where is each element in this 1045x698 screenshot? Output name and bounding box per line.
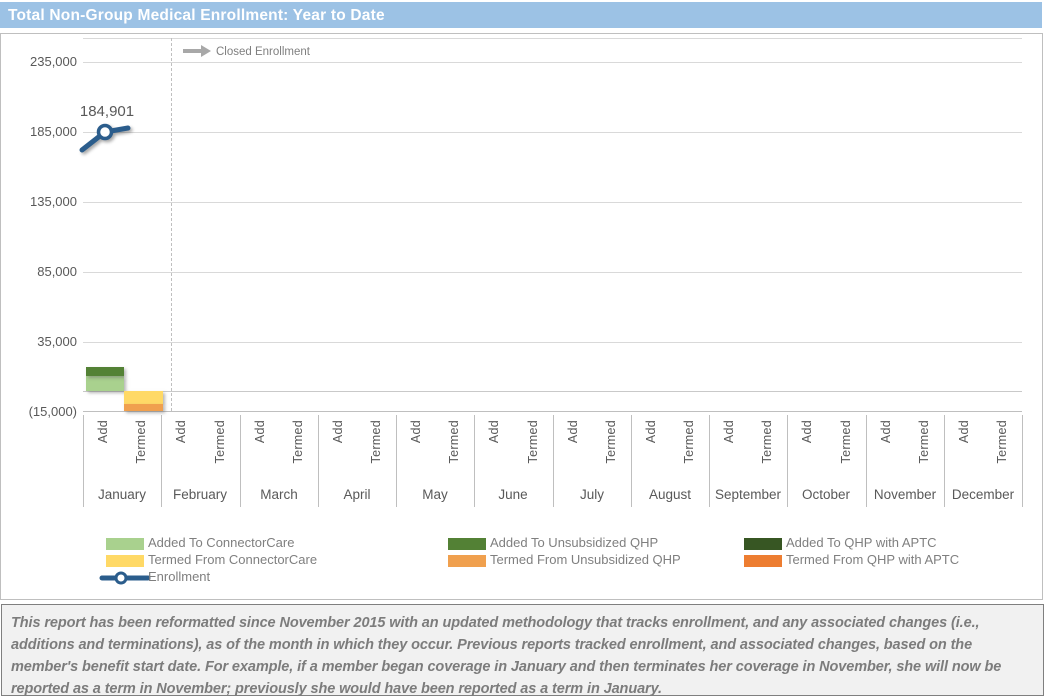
month-separator	[396, 415, 397, 507]
y-axis-tick-label: 85,000	[37, 264, 77, 279]
x-axis-sub-label-add: Add	[253, 420, 267, 444]
closed-enrollment-annotation: Closed Enrollment	[216, 46, 310, 58]
x-axis-sub-label-termed: Termed	[291, 420, 305, 464]
enrollment-line	[79, 123, 131, 153]
x-axis-month-label: October	[801, 487, 851, 502]
month-separator	[709, 415, 710, 507]
y-axis-tick-label: (15,000)	[28, 404, 77, 419]
gridline	[83, 132, 1022, 133]
x-axis-month-label: August	[648, 487, 692, 502]
enrollment-marker	[96, 123, 114, 141]
x-axis-sub-label-add: Add	[487, 420, 501, 444]
x-axis-sub-label-add: Add	[566, 420, 580, 444]
x-axis-sub-label-termed: Termed	[447, 420, 461, 464]
chart-panel	[0, 33, 1043, 600]
gridline	[83, 272, 1022, 273]
x-axis-month-label: May	[422, 487, 448, 502]
x-axis-month-label: December	[951, 487, 1015, 502]
month-separator	[318, 415, 319, 507]
x-axis-sub-label-add: Add	[722, 420, 736, 444]
month-separator	[83, 415, 84, 507]
chart-title-bar: Total Non-Group Medical Enrollment: Year…	[0, 2, 1042, 28]
month-separator	[240, 415, 241, 507]
x-axis-sub-label-add: Add	[957, 420, 971, 444]
x-axis-sub-label-termed: Termed	[917, 420, 931, 464]
x-axis-sub-label-termed: Termed	[604, 420, 618, 464]
month-separator	[1022, 415, 1023, 507]
x-axis-sub-label-add: Add	[800, 420, 814, 444]
month-separator	[631, 415, 632, 507]
bar-segment-add	[86, 366, 124, 377]
y-axis-tick-label: 35,000	[37, 334, 77, 349]
x-axis-month-label: July	[579, 487, 604, 502]
x-axis-sub-label-termed: Termed	[760, 420, 774, 464]
x-axis-sub-label-termed: Termed	[995, 420, 1009, 464]
x-axis-sub-label-add: Add	[96, 420, 110, 444]
plot-top-border	[83, 38, 1022, 39]
x-axis-sub-label-termed: Termed	[213, 420, 227, 464]
x-axis-sub-label-termed: Termed	[369, 420, 383, 464]
chart-title: Total Non-Group Medical Enrollment: Year…	[8, 7, 385, 24]
x-axis-sub-label-add: Add	[331, 420, 345, 444]
month-separator	[553, 415, 554, 507]
x-axis-sub-label-termed: Termed	[134, 420, 148, 464]
y-axis-tick-label: 235,000	[30, 54, 77, 69]
x-axis-month-label: September	[714, 487, 782, 502]
y-axis-tick-label: 135,000	[30, 194, 77, 209]
x-axis-sub-label-termed: Termed	[839, 420, 853, 464]
bar-segment-add	[86, 376, 124, 391]
x-axis-month-label: January	[97, 487, 147, 502]
bar-segment-termed	[124, 404, 163, 412]
plot-bottom-border	[83, 411, 1022, 412]
month-separator	[787, 415, 788, 507]
closed-enrollment-divider	[171, 38, 172, 411]
gridline	[83, 342, 1022, 343]
month-separator	[866, 415, 867, 507]
x-axis-sub-label-termed: Termed	[526, 420, 540, 464]
gridline	[83, 62, 1022, 63]
zero-axis-line	[83, 391, 1022, 392]
month-separator	[474, 415, 475, 507]
x-axis-month-label: November	[873, 487, 937, 502]
month-separator	[944, 415, 945, 507]
x-axis-month-label: March	[260, 487, 298, 502]
month-separator	[161, 415, 162, 507]
x-axis-month-label: June	[498, 487, 528, 502]
x-axis-sub-label-add: Add	[879, 420, 893, 444]
x-axis-sub-label-add: Add	[644, 420, 658, 444]
gridline	[83, 202, 1022, 203]
bar-segment-termed	[124, 391, 163, 405]
footer-note-box: This report has been reformatted since N…	[1, 604, 1044, 697]
footer-note-text: This report has been reformatted since N…	[11, 615, 1002, 697]
x-axis-month-label: April	[343, 487, 371, 502]
right-arrow-icon	[183, 45, 211, 57]
x-axis-sub-label-add: Add	[409, 420, 423, 444]
x-axis-sub-label-termed: Termed	[682, 420, 696, 464]
x-axis-month-label: February	[172, 487, 228, 502]
enrollment-data-label: 184,901	[79, 103, 135, 120]
x-axis-sub-label-add: Add	[174, 420, 188, 444]
y-axis-tick-label: 185,000	[30, 124, 77, 139]
